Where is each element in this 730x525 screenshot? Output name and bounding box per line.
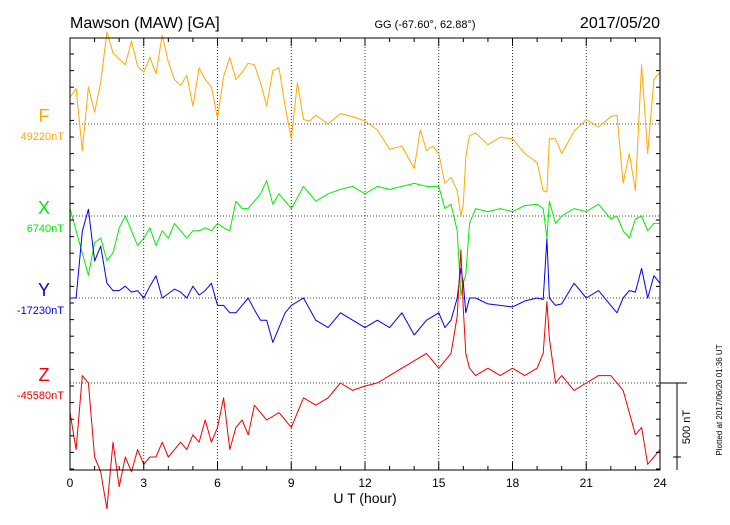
series-baseline-f: 49220nT (21, 131, 65, 143)
series-baseline-x: 6740nT (27, 223, 65, 235)
series-name-z: Z (39, 365, 50, 385)
chart-title-station: Mawson (MAW) [GA] (70, 15, 220, 32)
series-layer (69, 31, 661, 510)
series-line-z (69, 249, 661, 510)
x-axis-label: U T (hour) (333, 490, 396, 506)
plotted-footer: Plotted at 2017/06/20 01:36 UT (715, 344, 724, 455)
series-line-x (69, 180, 660, 297)
scale-bar-label: 500 nT (681, 410, 693, 445)
x-tick-label: 18 (506, 476, 520, 490)
chart-title-coordinates: GG (-67.60°, 62.88°) (374, 19, 475, 31)
x-tick-label: 3 (140, 476, 147, 490)
grid-layer (70, 38, 660, 470)
x-tick-label: 21 (580, 476, 594, 490)
x-tick-label: 9 (288, 476, 295, 490)
series-name-y: Y (38, 280, 50, 300)
x-tick-label: 6 (214, 476, 221, 490)
tick-layer (69, 38, 687, 470)
label-layer: 0 3 6 9 12 15 18 21 24 F 49220nT X 6740nT Y -17230nT Z -… (17, 106, 667, 490)
x-tick-label: 12 (358, 476, 372, 490)
series-baseline-y: -17230nT (17, 305, 64, 317)
x-tick-label: 0 (67, 476, 74, 490)
series-name-f: F (39, 106, 50, 126)
series-line-y (70, 208, 661, 343)
series-name-x: X (38, 198, 50, 218)
x-tick-label: 15 (432, 476, 446, 490)
series-line-f (69, 31, 661, 217)
series-baseline-z: -45580nT (17, 390, 64, 402)
x-tick-label: 24 (653, 476, 667, 490)
chart-title-date: 2017/05/20 (580, 15, 660, 32)
